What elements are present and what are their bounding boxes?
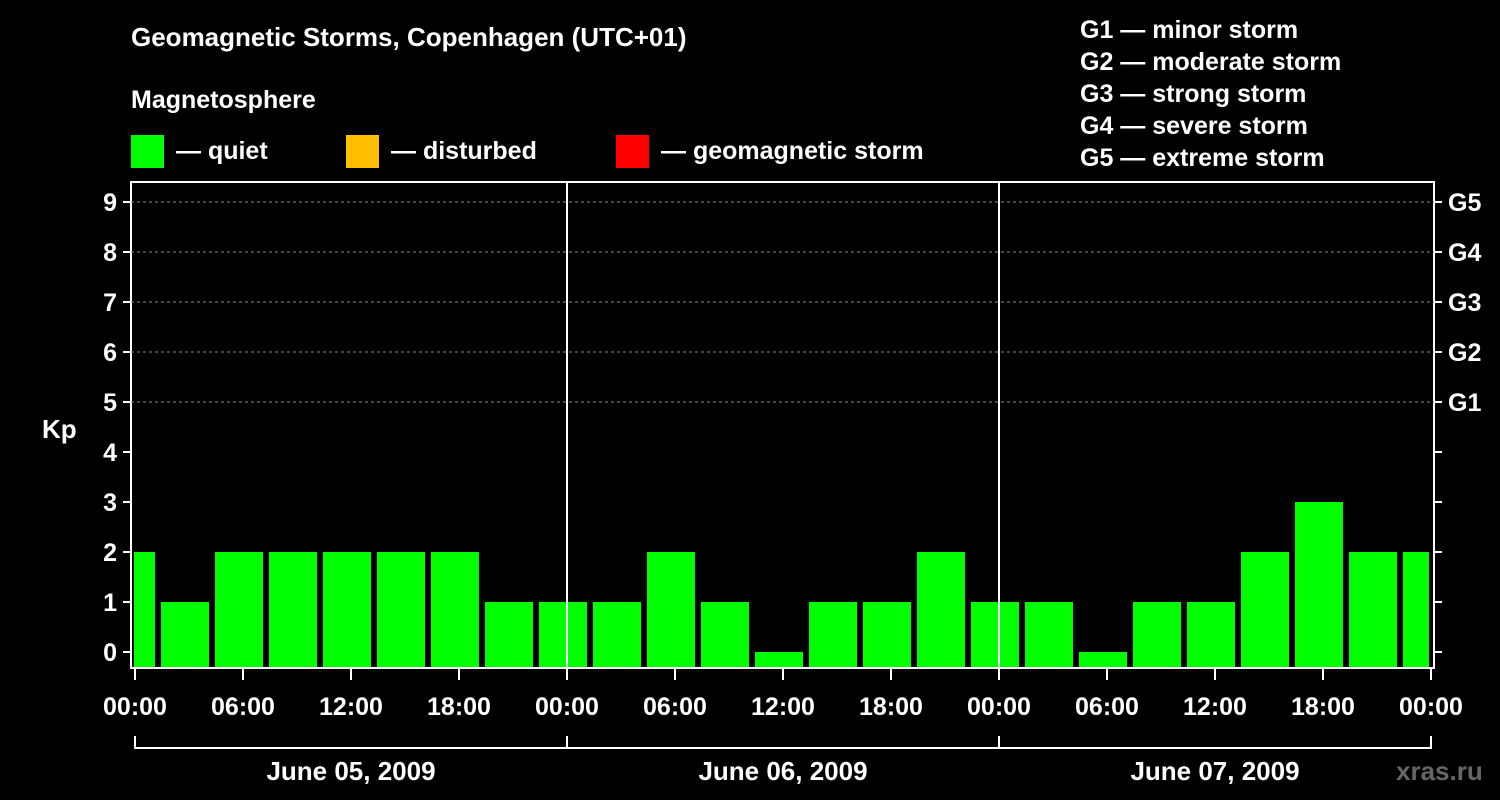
bar-7	[485, 602, 533, 667]
x-tick-label-6: 12:00	[751, 693, 815, 721]
y-axis-label: Kp	[42, 414, 77, 444]
bar-20	[1187, 602, 1235, 667]
bar-11	[701, 602, 749, 667]
bar-10	[647, 552, 695, 667]
storm-scale-g3: G3 — strong storm	[1080, 80, 1307, 108]
chart-subtitle: Magnetosphere	[131, 86, 316, 114]
legend-item-quiet: — quiet	[131, 134, 268, 168]
right-label-g2: G2	[1448, 339, 1481, 367]
storm-scale-g2: G2 — moderate storm	[1080, 48, 1342, 76]
x-tick-label-7: 18:00	[859, 693, 923, 721]
legend-label-disturbed: — disturbed	[391, 136, 537, 165]
bar-12	[755, 652, 803, 667]
storm-scale-g5: G5 — extreme storm	[1080, 144, 1325, 172]
bar-16	[971, 602, 1019, 667]
bar-17	[1025, 602, 1073, 667]
y-tick-label-1: 1	[103, 589, 117, 617]
day-label-2: June 07, 2009	[1130, 756, 1299, 786]
x-tick-label-2: 12:00	[319, 693, 383, 721]
bar-5	[377, 552, 425, 667]
y-tick-label-6: 6	[103, 339, 117, 367]
bar-2	[215, 552, 263, 667]
x-tick-label-10: 12:00	[1183, 693, 1247, 721]
day-label-0: June 05, 2009	[266, 756, 435, 786]
y-tick-label-5: 5	[103, 389, 117, 417]
storm-scale-g4: G4 — severe storm	[1080, 112, 1308, 140]
right-label-g3: G3	[1448, 289, 1481, 317]
y-tick-label-3: 3	[103, 489, 117, 517]
chart-title: Geomagnetic Storms, Copenhagen (UTC+01)	[131, 22, 687, 52]
x-tick-label-5: 06:00	[643, 693, 707, 721]
bar-21	[1241, 552, 1289, 667]
legend-label-quiet: — quiet	[176, 136, 268, 165]
bar-19	[1133, 602, 1181, 667]
legend-label-storm: — geomagnetic storm	[661, 136, 924, 165]
right-label-g5: G5	[1448, 189, 1481, 217]
y-tick-label-8: 8	[103, 239, 117, 267]
bar-15	[917, 552, 965, 667]
legend-item-disturbed: — disturbed	[346, 134, 537, 168]
bar-9	[593, 602, 641, 667]
watermark: xras.ru	[1396, 756, 1483, 786]
x-tick-label-8: 00:00	[967, 693, 1031, 721]
storm-scale-legend: G1 — minor storm G2 — moderate storm G3 …	[1080, 14, 1341, 174]
y-tick-label-4: 4	[103, 439, 117, 467]
bar-6	[431, 552, 479, 667]
legend-swatch-storm	[616, 134, 649, 168]
bar-0	[134, 552, 155, 667]
y-tick-label-9: 9	[103, 189, 117, 217]
bar-3	[269, 552, 317, 667]
right-label-g4: G4	[1448, 239, 1481, 267]
y-tick-label-2: 2	[103, 539, 117, 567]
x-tick-label-11: 18:00	[1291, 693, 1355, 721]
x-tick-label-4: 00:00	[535, 693, 599, 721]
bar-1	[161, 602, 209, 667]
y-tick-label-0: 0	[103, 639, 117, 667]
legend-item-storm: — geomagnetic storm	[616, 134, 924, 168]
x-tick-label-3: 18:00	[427, 693, 491, 721]
bar-18	[1079, 652, 1127, 667]
bar-13	[809, 602, 857, 667]
right-label-g1: G1	[1448, 389, 1481, 417]
x-tick-label-1: 06:00	[211, 693, 275, 721]
legend-swatch-quiet	[131, 134, 164, 168]
bar-14	[863, 602, 911, 667]
x-tick-label-9: 06:00	[1075, 693, 1139, 721]
storm-scale-g1: G1 — minor storm	[1080, 16, 1299, 44]
bar-8	[539, 602, 587, 667]
bar-23	[1349, 552, 1397, 667]
day-label-1: June 06, 2009	[698, 756, 867, 786]
bar-4	[323, 552, 371, 667]
legend-swatch-disturbed	[346, 134, 379, 168]
bar-22	[1295, 502, 1343, 667]
x-tick-label-0: 00:00	[103, 693, 167, 721]
bar-24	[1403, 552, 1429, 667]
y-tick-label-7: 7	[103, 289, 117, 317]
x-tick-label-12: 00:00	[1399, 693, 1463, 721]
